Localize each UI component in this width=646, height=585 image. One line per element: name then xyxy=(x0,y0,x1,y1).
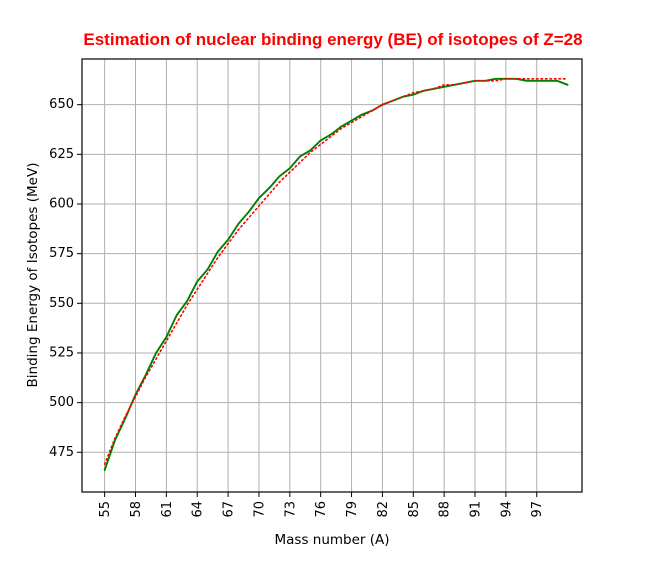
x-tick-label: 64 xyxy=(191,501,206,518)
x-tick-label: 67 xyxy=(222,501,237,518)
y-tick-label: 525 xyxy=(49,345,74,360)
series-dotted-line xyxy=(103,78,569,465)
x-tick-label: 55 xyxy=(98,501,113,518)
x-tick-label: 82 xyxy=(376,501,391,518)
x-tick-label: 94 xyxy=(499,501,514,518)
x-tick-label: 79 xyxy=(345,501,360,518)
x-tick-label: 91 xyxy=(469,501,484,518)
series-layer xyxy=(103,77,569,472)
y-axis: 475 500 525 550 575 600 625 650 xyxy=(49,97,82,460)
x-tick-label: 73 xyxy=(283,501,298,518)
x-tick-label: 97 xyxy=(530,501,545,518)
x-tick-label: 76 xyxy=(314,501,329,518)
x-tick-label: 70 xyxy=(252,501,267,518)
y-tick-label: 500 xyxy=(49,395,74,410)
x-tick-label: 88 xyxy=(438,501,453,518)
y-tick-label: 600 xyxy=(49,196,74,211)
y-tick-label: 575 xyxy=(49,246,74,261)
y-tick-label: 650 xyxy=(49,97,74,112)
y-tick-label: 475 xyxy=(49,445,74,460)
x-axis: 55 58 61 64 67 70 73 76 79 82 85 88 91 94 97 xyxy=(98,492,545,518)
y-axis-label: Binding Energy of Isotopes (MeV) xyxy=(25,163,41,388)
y-tick-label: 550 xyxy=(49,296,74,311)
plot-frame xyxy=(81,58,583,493)
x-tick-label: 61 xyxy=(160,501,175,518)
chart-title: Estimation of nuclear binding energy (BE… xyxy=(83,30,582,49)
x-axis-label: Mass number (A) xyxy=(274,532,389,548)
y-tick-label: 625 xyxy=(49,147,74,162)
grid xyxy=(82,59,582,492)
x-tick-label: 58 xyxy=(129,501,144,518)
x-tick-label: 85 xyxy=(407,501,422,518)
series-solid-line xyxy=(103,77,569,472)
